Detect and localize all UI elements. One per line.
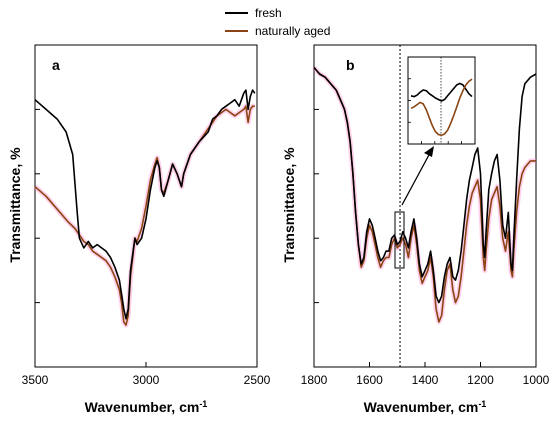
panel-a-x-tick-label: 3500	[22, 373, 49, 387]
panel-b-x-axis-title: Wavenumber, cm-1	[364, 399, 487, 415]
inset-series-aged	[410, 78, 473, 137]
panel-b-x-ticks: 1800 1600 1400 1200 1000	[301, 362, 550, 387]
panel-b-inset	[407, 56, 476, 145]
inset-lines	[410, 78, 473, 137]
panel-b-series-aged	[313, 66, 536, 323]
panel-b-zoom-arrow	[401, 152, 431, 206]
panel-b-y-axis-title: Transmittance, %	[281, 147, 297, 263]
panel-a-series-fresh	[34, 89, 256, 320]
panel-b-x-tick-label: 1600	[356, 373, 383, 387]
panel-b-series-fresh	[313, 66, 537, 304]
inset-ticks	[408, 78, 463, 144]
inset-series-fresh	[410, 82, 473, 102]
panel-b-lines	[312, 65, 537, 325]
panel-a-x-ticks: 3500 3000 2500	[22, 362, 271, 387]
panel-a-x-axis-title: Wavenumber, cm-1	[85, 399, 208, 415]
panel-a-x-tick-label: 3000	[133, 373, 160, 387]
panel-b-zoom-box	[394, 211, 405, 269]
panel-a-x-tick-label: 2500	[244, 373, 271, 387]
legend: fresh naturally aged	[225, 6, 330, 38]
panel-b: b 1800 1600 1400 1200 1000 Wavenumber, cm-1 …	[281, 44, 550, 415]
panel-a-lines	[33, 89, 256, 328]
panel-b-x-tick-label: 1000	[523, 373, 550, 387]
panel-b-zoom-arrowhead	[424, 146, 434, 157]
panel-b-y-ticks	[314, 108, 319, 304]
panel-a: a 3500 3000 2500 Wavenumber, cm-1 Transmit…	[7, 44, 271, 415]
panel-b-letter: b	[346, 57, 355, 73]
panel-a-y-ticks	[35, 108, 40, 304]
panel-a-y-axis-title: Transmittance, %	[7, 147, 23, 263]
panel-b-x-tick-label: 1200	[467, 373, 494, 387]
panel-a-letter: a	[52, 57, 60, 73]
panel-a-series-aged	[34, 105, 255, 326]
legend-aged-label: naturally aged	[255, 24, 330, 38]
panel-b-x-tick-label: 1800	[301, 373, 328, 387]
panel-b-x-tick-label: 1400	[412, 373, 439, 387]
legend-fresh-label: fresh	[255, 6, 282, 20]
